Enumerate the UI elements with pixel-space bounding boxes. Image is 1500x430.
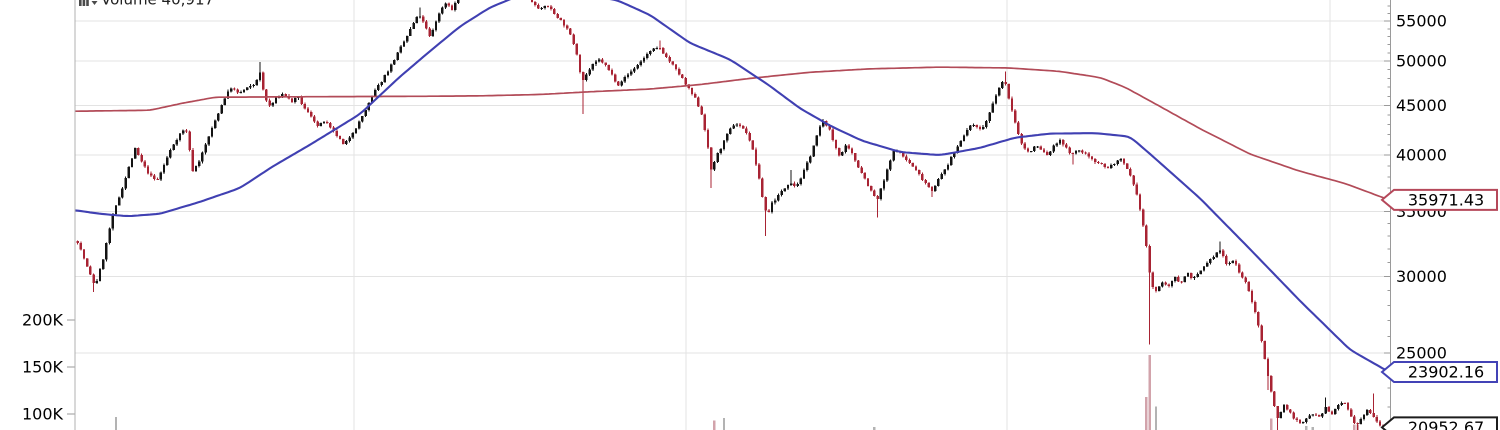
volume-axis-label: 100K — [22, 405, 64, 424]
tag-value: 23902.16 — [1408, 363, 1484, 382]
volume-axis-label: 150K — [22, 358, 64, 377]
price-axis-label: 25000 — [1396, 344, 1447, 363]
tag-value: 20952.67 — [1408, 418, 1484, 430]
tag-value: 35971.43 — [1408, 190, 1484, 209]
volume-bars — [114, 354, 1359, 430]
price-axis-label: 30000 — [1396, 267, 1447, 286]
moving-average-lines — [74, 0, 1390, 373]
price-axis-label: 55000 — [1396, 12, 1447, 31]
candlesticks — [76, 0, 1385, 430]
tag-shape — [1380, 188, 1498, 211]
tag-shape — [1380, 361, 1498, 383]
price-axis-label: 50000 — [1396, 52, 1447, 71]
volume-axis-label: 200K — [22, 311, 64, 330]
red-ma-price-tag: 35971.43 — [1380, 188, 1498, 211]
axis-labels: 55000500004500040000350003000025000200K1… — [22, 12, 1447, 424]
volume-legend-label: Volume 40,917 — [101, 0, 214, 9]
axes-and-ticks — [67, 0, 1391, 430]
blue-ma-price-tag: 23902.16 — [1380, 361, 1498, 383]
grid-lines — [75, 0, 1391, 430]
tag-shape — [1380, 416, 1498, 430]
last-price-tag: 20952.67 — [1380, 416, 1498, 430]
price-axis-label: 45000 — [1396, 96, 1447, 115]
chevron-down-icon — [91, 1, 98, 5]
price-axis-label: 40000 — [1396, 146, 1447, 165]
volume-bars-icon — [79, 0, 98, 6]
volume-legend: Volume 40,917 — [79, 0, 214, 9]
